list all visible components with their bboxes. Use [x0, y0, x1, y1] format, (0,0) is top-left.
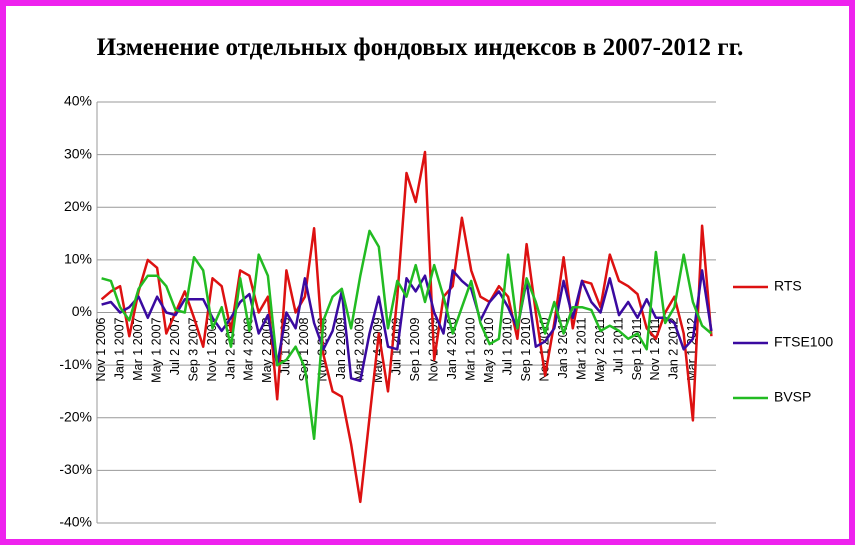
x-tick-label: Sep 1 2010 [519, 317, 533, 381]
x-tick-label: Mar 2 2009 [353, 317, 367, 380]
x-tick-label: Sep 1 2011 [630, 317, 644, 380]
x-tick-label: Jul 2 2007 [168, 317, 182, 375]
x-tick-label: Jan 2 2012 [667, 317, 681, 379]
y-tick-label: -10% [59, 356, 92, 372]
series-line [101, 269, 713, 383]
x-tick-label: Sep 1 2008 [297, 317, 311, 381]
series-line [100, 150, 713, 504]
x-tick-label: Jan 4 2010 [445, 317, 459, 379]
legend-label: BVSP [774, 389, 811, 405]
y-tick-label: 0% [72, 303, 92, 319]
y-tick-label: 30% [64, 145, 92, 161]
x-tick-label: Mar 1 2011 [574, 317, 588, 379]
y-tick-label: 10% [64, 251, 92, 267]
series-line [101, 229, 713, 441]
x-tick-label: Jan 2 2009 [334, 317, 348, 379]
x-tick-label: Jul 1 2011 [611, 317, 625, 374]
legend-label: FTSE100 [774, 334, 833, 350]
x-tick-label: Jan 1 2007 [112, 317, 126, 379]
x-tick-label: Mar 4 2008 [242, 317, 256, 380]
x-tick-label: Sep 3 2007 [186, 317, 200, 381]
y-tick-label: 40% [64, 93, 92, 109]
x-tick-label: May 3 2010 [482, 317, 496, 382]
x-tick-label: Nov 1 2007 [205, 317, 219, 381]
legend-label: RTS [774, 278, 802, 294]
y-tick-label: -20% [59, 408, 92, 424]
x-tick-label: Mar 1 2010 [463, 317, 477, 380]
y-tick-label: -30% [59, 461, 92, 477]
y-tick-label: 20% [64, 198, 92, 214]
x-tick-label: Sep 1 2009 [408, 317, 422, 381]
x-tick-label: Nov 1 2006 [94, 317, 108, 381]
chart-title: Изменение отдельных фондовых индексов в … [96, 34, 744, 61]
x-tick-label: Jan 3 2011 [556, 317, 570, 378]
y-tick-label: -40% [59, 514, 92, 530]
x-tick-label: May 1 2007 [149, 317, 163, 382]
x-tick-label: May 2 2011 [593, 317, 607, 381]
x-tick-label: Mar 1 2007 [131, 317, 145, 380]
x-tick-label: Jul 1 2010 [500, 317, 514, 375]
